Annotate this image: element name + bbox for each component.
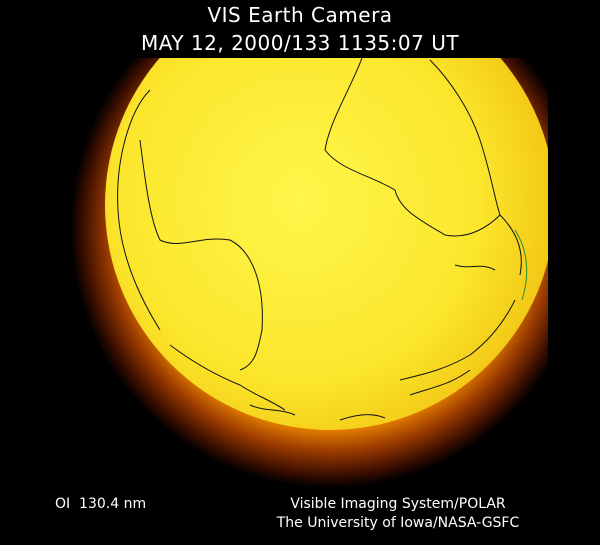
- subtitle: MAY 12, 2000/133 1135:07 UT: [141, 31, 459, 55]
- credit-line: The University of Iowa/NASA-GSFC: [276, 515, 520, 531]
- filter-label: OI 130.4 nm: [55, 496, 146, 512]
- terminator-line: [514, 229, 528, 301]
- earth-image: [68, 58, 548, 490]
- title: VIS Earth Camera: [207, 3, 392, 27]
- earth-disk: [105, 58, 548, 430]
- coastlines: [117, 58, 522, 421]
- credit-line: Visible Imaging System/POLAR: [290, 496, 506, 512]
